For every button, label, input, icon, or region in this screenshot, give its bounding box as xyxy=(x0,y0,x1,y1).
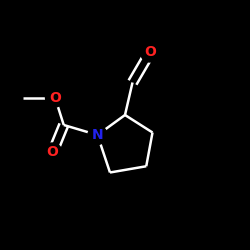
Circle shape xyxy=(43,143,62,162)
Text: O: O xyxy=(144,46,156,60)
Circle shape xyxy=(140,43,160,62)
Circle shape xyxy=(46,88,64,107)
Circle shape xyxy=(88,126,107,144)
Text: N: N xyxy=(92,128,103,142)
Text: O: O xyxy=(46,146,58,160)
Text: O: O xyxy=(49,90,61,104)
